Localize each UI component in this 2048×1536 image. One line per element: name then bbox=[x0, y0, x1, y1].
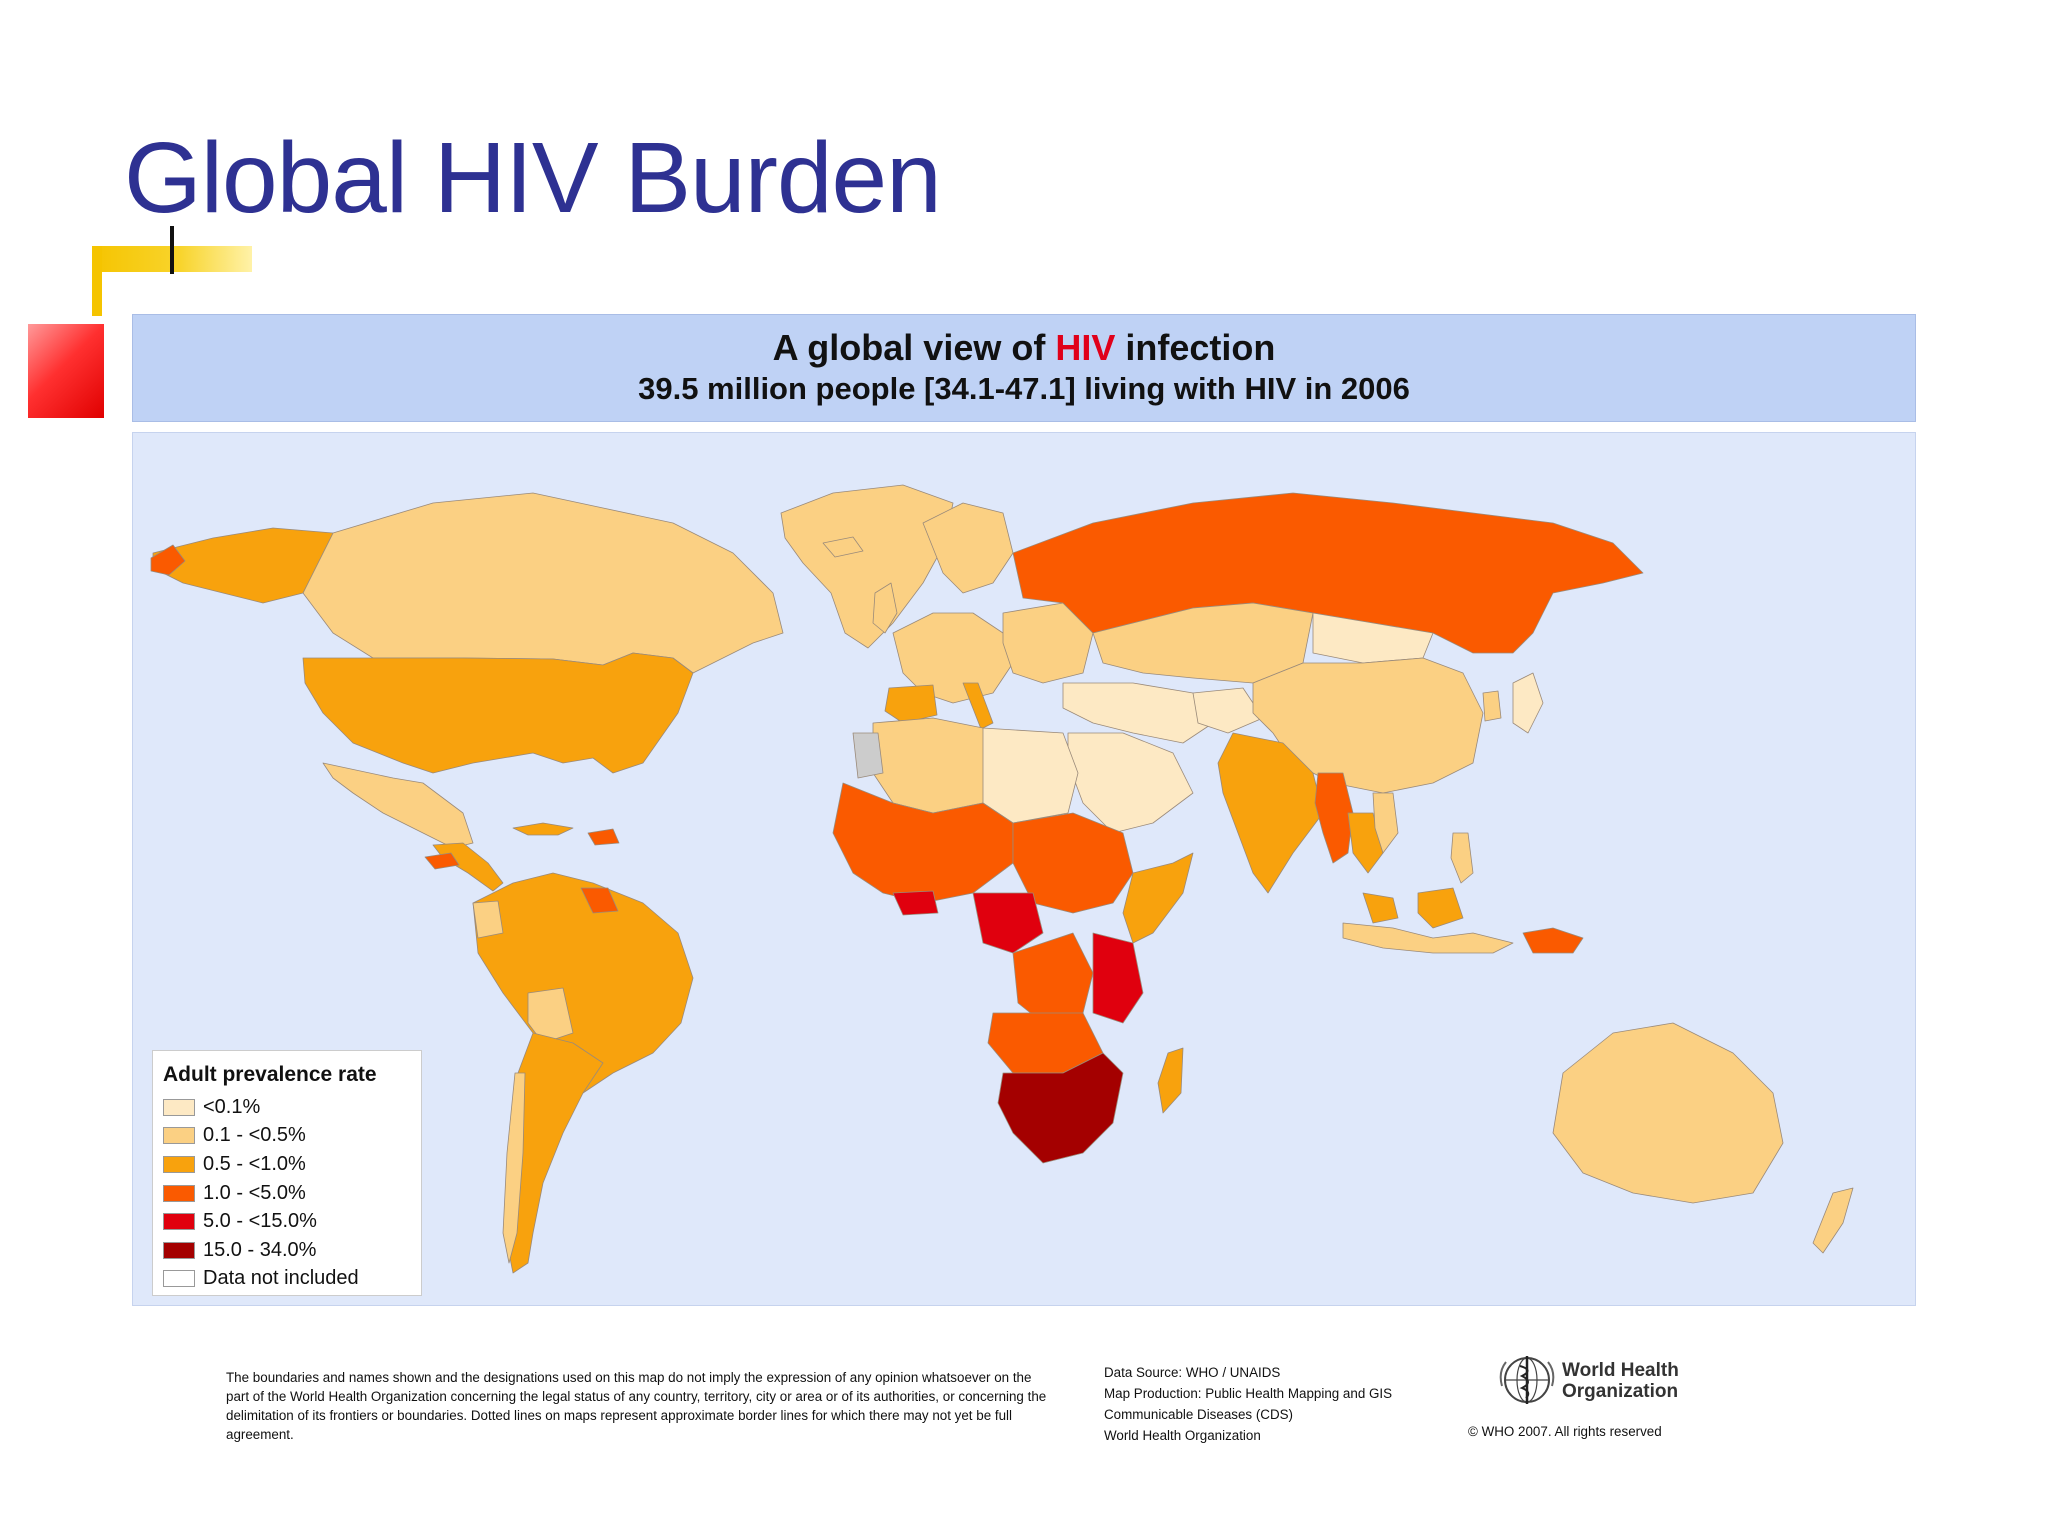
legend-item: 0.5 - <1.0% bbox=[163, 1150, 411, 1179]
legend-swatch bbox=[163, 1184, 195, 1202]
legend-swatch bbox=[163, 1241, 195, 1259]
source-line: Communicable Diseases (CDS) bbox=[1104, 1407, 1294, 1422]
region-ivory-coast bbox=[892, 890, 939, 916]
legend-swatch bbox=[163, 1098, 195, 1116]
region-west-africa bbox=[832, 782, 1014, 904]
region-scandinavia bbox=[922, 502, 1014, 594]
region-southern-africa bbox=[997, 1052, 1124, 1164]
legend-swatch bbox=[163, 1127, 195, 1145]
source-line: Data Source: WHO / UNAIDS bbox=[1104, 1365, 1281, 1380]
region-korea bbox=[1482, 690, 1502, 722]
who-emblem-icon bbox=[1499, 1356, 1555, 1404]
legend-label: 1.0 - <5.0% bbox=[203, 1181, 306, 1204]
region-spain bbox=[884, 684, 938, 724]
decorative-red-square bbox=[28, 324, 104, 418]
who-name-line: World Health bbox=[1562, 1360, 1679, 1381]
legend-label: 0.1 - <0.5% bbox=[203, 1124, 306, 1147]
legend-swatch bbox=[163, 1213, 195, 1231]
region-guyana bbox=[580, 887, 619, 914]
world-map bbox=[132, 432, 1916, 1306]
map-title-highlight: HIV bbox=[1055, 327, 1116, 368]
region-western-sahara bbox=[852, 732, 884, 779]
region-chile bbox=[502, 1072, 526, 1264]
region-greenland bbox=[780, 484, 954, 649]
legend-item: Data not included bbox=[163, 1265, 411, 1294]
region-malaysia bbox=[1362, 892, 1399, 924]
legend-item: 5.0 - <15.0% bbox=[163, 1207, 411, 1236]
map-legend: Adult prevalence rate <0.1% 0.1 - <0.5% … bbox=[152, 1050, 422, 1296]
data-source-block: Data Source: WHO / UNAIDS Map Production… bbox=[1104, 1362, 1392, 1446]
region-united-states bbox=[302, 652, 694, 774]
legend-swatch bbox=[163, 1270, 195, 1288]
legend-label: 15.0 - 34.0% bbox=[203, 1238, 317, 1261]
map-title-prefix: A global view of bbox=[772, 327, 1056, 368]
copyright: © WHO 2007. All rights reserved bbox=[1468, 1424, 1662, 1439]
region-china bbox=[1252, 657, 1484, 794]
region-bolivia bbox=[527, 987, 574, 1044]
region-mexico bbox=[322, 762, 474, 849]
region-north-africa-west bbox=[872, 717, 994, 814]
region-new-zealand bbox=[1812, 1187, 1854, 1254]
legend-label: 5.0 - <15.0% bbox=[203, 1210, 317, 1233]
region-australia bbox=[1552, 1022, 1784, 1204]
legend-item: 15.0 - 34.0% bbox=[163, 1236, 411, 1265]
region-papua-new-guinea bbox=[1522, 927, 1584, 954]
region-somalia bbox=[1122, 852, 1194, 944]
region-myanmar bbox=[1314, 772, 1354, 864]
region-car-cameroon bbox=[972, 892, 1044, 954]
map-disclaimer: The boundaries and names shown and the d… bbox=[226, 1370, 1047, 1442]
region-italy bbox=[962, 682, 994, 730]
region-sahara bbox=[982, 727, 1079, 824]
region-honduras bbox=[424, 852, 460, 870]
legend-label: <0.1% bbox=[203, 1095, 261, 1118]
region-borneo bbox=[1417, 887, 1464, 929]
region-madagascar bbox=[1157, 1047, 1184, 1114]
region-east-africa bbox=[1092, 932, 1144, 1024]
who-name: World Health Organization bbox=[1562, 1360, 1679, 1402]
region-alaska bbox=[152, 527, 334, 604]
decorative-yellow-stem bbox=[92, 246, 102, 316]
world-map-svg bbox=[150, 484, 1854, 1274]
region-alaska-tip bbox=[150, 544, 186, 576]
map-title: A global view of HIV infection bbox=[133, 327, 1915, 369]
legend-label: Data not included bbox=[203, 1267, 359, 1290]
legend-item: <0.1% bbox=[163, 1093, 411, 1122]
source-line: World Health Organization bbox=[1104, 1428, 1261, 1443]
region-ecuador bbox=[472, 900, 504, 939]
who-name-line: Organization bbox=[1562, 1381, 1679, 1402]
map-subtitle: 39.5 million people [34.1-47.1] living w… bbox=[638, 371, 1410, 406]
legend-item: 0.1 - <0.5% bbox=[163, 1122, 411, 1151]
map-header: A global view of HIV infection 39.5 mill… bbox=[132, 314, 1916, 422]
legend-item: 1.0 - <5.0% bbox=[163, 1179, 411, 1208]
region-vietnam bbox=[1372, 792, 1399, 854]
region-canada bbox=[302, 492, 784, 674]
region-thailand bbox=[1347, 812, 1384, 874]
region-arabia bbox=[1067, 732, 1194, 834]
region-turkey-iran bbox=[1062, 682, 1214, 744]
region-cuba bbox=[512, 822, 574, 836]
region-central-africa bbox=[1012, 812, 1134, 914]
region-afghanistan bbox=[1192, 687, 1264, 734]
legend-label: 0.5 - <1.0% bbox=[203, 1152, 306, 1175]
region-india bbox=[1217, 732, 1324, 894]
legend-title: Adult prevalence rate bbox=[163, 1063, 377, 1086]
map-title-suffix: infection bbox=[1115, 327, 1276, 368]
region-indonesia bbox=[1342, 922, 1514, 954]
region-japan bbox=[1512, 672, 1544, 734]
decorative-black-line bbox=[170, 226, 174, 274]
source-line: Map Production: Public Health Mapping an… bbox=[1104, 1386, 1393, 1401]
slide-title: Global HIV Burden bbox=[124, 122, 942, 234]
region-drc bbox=[1012, 932, 1094, 1024]
region-iceland bbox=[822, 536, 864, 558]
legend-swatch bbox=[163, 1155, 195, 1173]
region-uk bbox=[872, 582, 898, 634]
region-western-europe bbox=[892, 612, 1014, 704]
region-haiti bbox=[587, 828, 620, 846]
region-philippines bbox=[1450, 832, 1474, 884]
region-south-america-north bbox=[472, 872, 694, 1094]
